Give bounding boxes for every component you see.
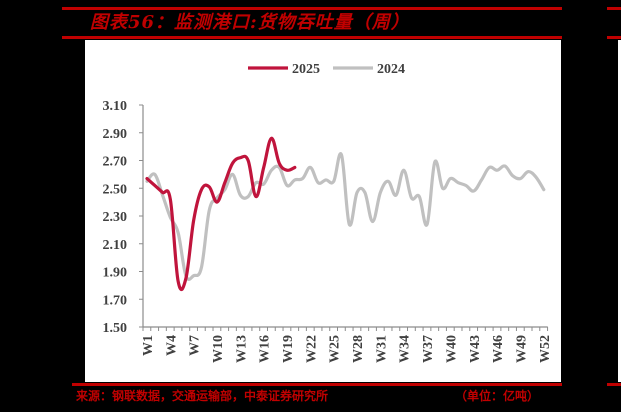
chart-panel bbox=[85, 40, 561, 382]
x-tick-label: W28 bbox=[351, 335, 366, 363]
series-lines bbox=[145, 136, 546, 292]
next-panel-top-rule bbox=[607, 7, 621, 10]
y-tick-label: 1.50 bbox=[103, 321, 128, 336]
x-tick-label: W37 bbox=[421, 335, 436, 363]
y-tick-label: 2.70 bbox=[103, 155, 128, 170]
chart-legend: 2025 2024 bbox=[248, 62, 405, 77]
x-tick-label: W43 bbox=[468, 335, 483, 363]
source-note: 来源：钢联数据，交通运输部，中泰证券研究所 bbox=[76, 389, 329, 403]
x-tick-label: W22 bbox=[304, 335, 319, 363]
x-tick-label: W16 bbox=[258, 335, 273, 363]
x-tick-label: W7 bbox=[188, 335, 203, 356]
y-tick-label: 2.90 bbox=[103, 127, 128, 142]
x-tick-label: W19 bbox=[281, 335, 296, 363]
title-top-rule bbox=[62, 7, 562, 10]
title-bottom-rule bbox=[62, 36, 562, 39]
next-panel-footer-rule bbox=[607, 383, 621, 386]
x-tick-label: W1 bbox=[141, 335, 156, 356]
series-line-2025 bbox=[145, 136, 297, 292]
next-panel-edge bbox=[618, 40, 621, 382]
x-tick-label: W46 bbox=[491, 335, 506, 363]
unit-note: （单位：亿吨） bbox=[455, 389, 540, 403]
next-panel-title-rule bbox=[607, 36, 621, 39]
x-tick-label: W34 bbox=[398, 335, 413, 363]
series-line-2024 bbox=[145, 152, 546, 282]
x-tick-label: W40 bbox=[444, 335, 459, 363]
x-axis: W1 W4 W7 W10 W13 W16 W19 W22 W25 W28 W31 W34 W37 W40 W… bbox=[141, 326, 553, 363]
y-tick-label: 1.90 bbox=[103, 266, 128, 281]
x-tick-label: W10 bbox=[211, 335, 226, 363]
chart-title: 图表56：监测港口:货物吞吐量（周） bbox=[90, 12, 410, 33]
y-tick-label: 2.30 bbox=[103, 210, 128, 225]
y-tick-label: 2.10 bbox=[103, 238, 128, 253]
x-tick-label: W13 bbox=[234, 335, 249, 363]
x-tick-label: W25 bbox=[328, 335, 343, 363]
x-tick-label: W49 bbox=[514, 335, 529, 363]
x-tick-label: W4 bbox=[164, 335, 179, 356]
footer-rule bbox=[72, 383, 562, 386]
y-tick-label: 2.50 bbox=[103, 182, 128, 197]
x-tick-label: W31 bbox=[374, 335, 389, 363]
legend-label-2025: 2025 bbox=[292, 62, 320, 77]
y-tick-label: 3.10 bbox=[103, 99, 128, 114]
y-tick-label: 1.70 bbox=[103, 293, 128, 308]
y-axis: 1.50 1.70 1.90 2.10 2.30 2.50 2.70 2.90 3.10 bbox=[103, 99, 144, 336]
x-tick-label: W52 bbox=[538, 335, 553, 363]
legend-label-2024: 2024 bbox=[377, 62, 405, 77]
